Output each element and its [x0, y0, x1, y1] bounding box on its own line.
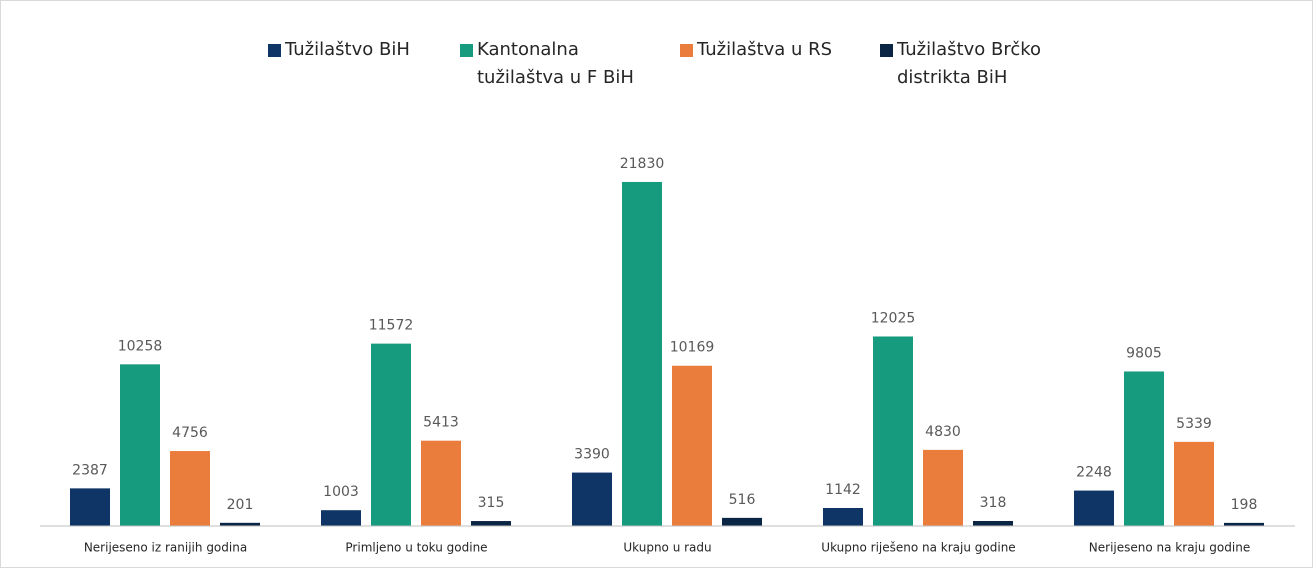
value-label: 315 [478, 495, 505, 511]
x-tick-label: Ukupno riješeno na kraju godine [821, 541, 1015, 555]
value-label: 5413 [423, 415, 459, 431]
bar [622, 181, 662, 526]
value-label: 4830 [925, 424, 961, 440]
legend-item: Kantonalna tužilaštva u F BiH [460, 36, 650, 92]
bar [672, 365, 712, 526]
legend-item: Tužilaštva u RS [680, 36, 880, 64]
legend-swatch [880, 44, 893, 57]
bar [572, 472, 612, 526]
legend-item: Tužilaštvo BiH [268, 36, 468, 64]
bar [873, 336, 913, 526]
value-label: 318 [980, 495, 1007, 511]
bar [321, 510, 361, 526]
value-label: 11572 [369, 318, 414, 334]
bar [170, 451, 210, 526]
value-label: 10169 [670, 340, 715, 356]
bar [371, 343, 411, 526]
legend-item: Tužilaštvo Brčko distrikta BiH [880, 36, 1080, 92]
x-tick-label: Primljeno u toku godine [345, 541, 487, 555]
value-label: 2387 [72, 462, 108, 478]
value-label: 1142 [825, 482, 861, 498]
value-label: 9805 [1126, 345, 1162, 361]
bar [823, 508, 863, 526]
value-label: 4756 [172, 425, 208, 441]
value-label: 10258 [118, 338, 163, 354]
value-label: 1003 [323, 484, 359, 500]
value-label: 12025 [871, 310, 916, 326]
legend-swatch [268, 44, 281, 57]
bar [421, 440, 461, 526]
bar [722, 517, 762, 526]
bar [220, 522, 260, 526]
bar [1224, 522, 1264, 526]
value-label: 198 [1231, 497, 1258, 513]
bar [471, 521, 511, 526]
x-tick-label: Nerijeseno na kraju godine [1089, 541, 1250, 555]
legend-label: Tužilaštvo Brčko distrikta BiH [897, 39, 1042, 88]
legend-label: Tužilaštvo BiH [285, 39, 410, 60]
value-label: 516 [729, 492, 756, 508]
value-label: 5339 [1176, 416, 1212, 432]
bar [120, 364, 160, 526]
bar [70, 488, 110, 526]
bar [1074, 490, 1114, 526]
value-label: 201 [227, 497, 254, 513]
bar [973, 520, 1013, 526]
legend-swatch [680, 44, 693, 57]
legend-label: Kantonalna tužilaštva u F BiH [477, 39, 634, 88]
legend-label: Tužilaštva u RS [697, 39, 833, 60]
bar [1174, 441, 1214, 526]
x-tick-label: Ukupno u radu [623, 541, 711, 555]
value-label: 3390 [574, 447, 610, 463]
legend-swatch [460, 44, 473, 57]
value-label: 21830 [620, 156, 665, 172]
value-label: 2248 [1076, 465, 1112, 481]
bar [923, 449, 963, 526]
x-tick-label: Nerijeseno iz ranijih godina [84, 541, 247, 555]
bar [1124, 371, 1164, 526]
